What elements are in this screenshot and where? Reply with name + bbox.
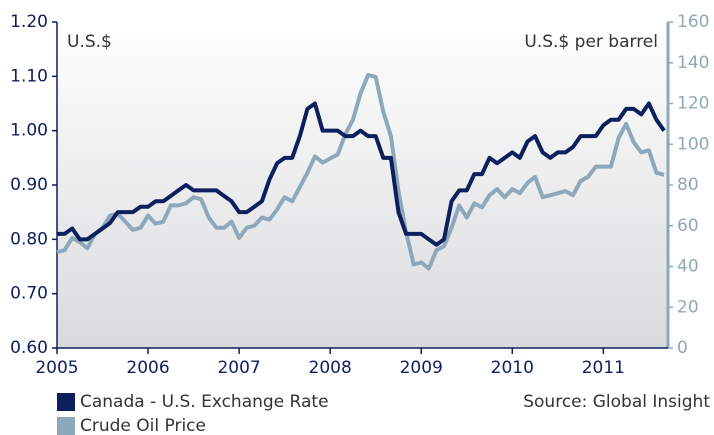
y2-tick-label: 20 [677,297,699,317]
x-tick-label: 2006 [126,358,169,378]
y2-tick-label: 80 [677,175,699,195]
y-axis-label: U.S.$ [67,32,112,52]
y-tick-label: 0.60 [10,338,48,358]
y2-tick-label: 40 [677,257,699,277]
source-note: Source: Global Insight [523,392,710,412]
y-tick-label: 0.90 [10,175,48,195]
y2-tick-label: 60 [677,216,699,236]
x-tick-label: 2007 [217,358,260,378]
y-tick-label: 0.80 [10,229,48,249]
x-tick-label: 2009 [400,358,443,378]
y2-tick-label: 0 [677,338,688,358]
legend-label: Crude Oil Price [80,416,206,435]
plot-background [57,22,668,348]
y-tick-label: 1.10 [10,66,48,86]
y2-tick-label: 120 [677,94,709,114]
x-tick-label: 2005 [35,358,78,378]
legend-swatch [57,393,75,411]
y-tick-label: 1.00 [10,121,48,141]
legend-swatch [57,417,75,435]
y2-tick-label: 100 [677,134,709,154]
y2-axis-label: U.S.$ per barrel [524,32,658,52]
x-tick-label: 2010 [491,358,534,378]
x-tick-label: 2011 [582,358,625,378]
y2-tick-label: 160 [677,12,709,32]
x-tick-label: 2008 [309,358,352,378]
legend-label: Canada - U.S. Exchange Rate [80,392,329,412]
y-tick-label: 0.70 [10,284,48,304]
y2-tick-label: 140 [677,53,709,73]
series-line [57,101,666,247]
series-line [56,72,665,271]
y-tick-label: 1.20 [10,12,48,32]
